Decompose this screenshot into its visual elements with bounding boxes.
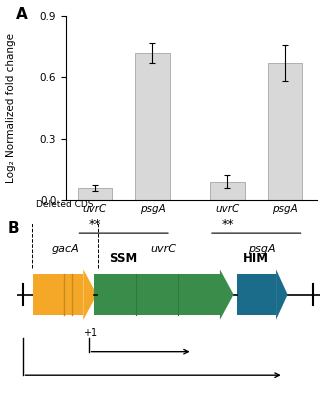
Text: SSM: SSM — [110, 252, 138, 264]
Text: B: B — [7, 221, 19, 236]
Text: +1: +1 — [83, 328, 97, 338]
Polygon shape — [220, 269, 234, 320]
Text: A: A — [16, 7, 28, 22]
Bar — [210, 182, 245, 200]
Y-axis label: Log₂ Normalized fold change: Log₂ Normalized fold change — [6, 33, 16, 183]
Text: gacA: gacA — [51, 244, 79, 254]
Text: HIM: HIM — [243, 252, 269, 264]
Polygon shape — [94, 274, 220, 315]
Text: Deleted CDS: Deleted CDS — [36, 200, 94, 209]
Text: uvrC: uvrC — [151, 244, 177, 254]
Text: **: ** — [221, 218, 234, 231]
Text: psgA: psgA — [248, 244, 276, 254]
Bar — [268, 63, 302, 200]
Polygon shape — [33, 274, 83, 315]
Bar — [78, 188, 112, 200]
Polygon shape — [276, 269, 288, 320]
Text: **: ** — [88, 218, 101, 231]
Polygon shape — [237, 274, 276, 315]
Bar — [135, 53, 170, 200]
Polygon shape — [83, 269, 97, 320]
